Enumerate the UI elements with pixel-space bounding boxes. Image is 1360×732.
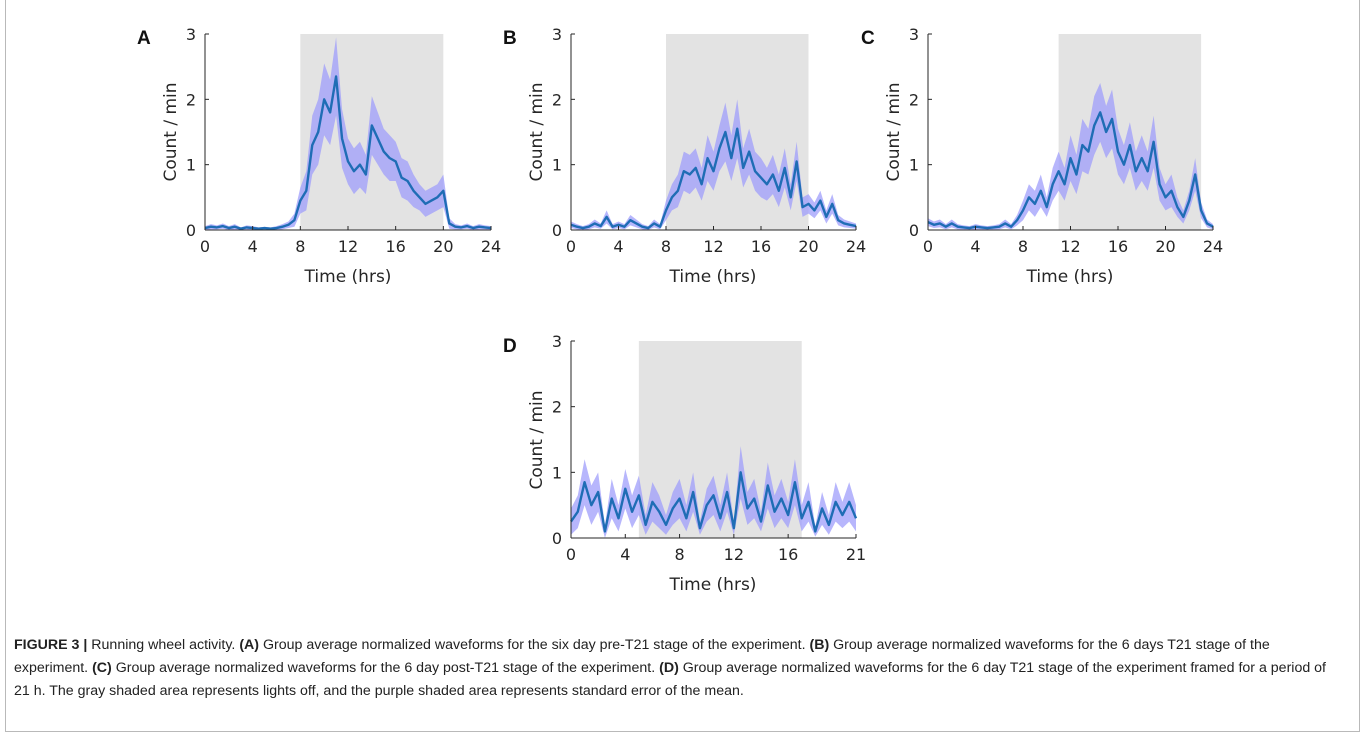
x-tick-label: 4 bbox=[248, 237, 258, 256]
x-tick-label: 20 bbox=[798, 237, 818, 256]
caption-text-a: Group average normalized waveforms for t… bbox=[262, 637, 806, 653]
x-tick-label: 4 bbox=[620, 545, 630, 564]
y-tick-label: 2 bbox=[552, 90, 562, 109]
y-tick-label: 1 bbox=[909, 156, 919, 175]
caption-title: Running wheel activity. bbox=[91, 637, 236, 653]
y-tick-label: 2 bbox=[909, 90, 919, 109]
x-tick-label: 0 bbox=[566, 237, 576, 256]
caption-ref-d: (D) bbox=[659, 660, 679, 676]
x-tick-label: 0 bbox=[566, 545, 576, 564]
y-tick-label: 1 bbox=[552, 463, 562, 482]
x-axis-label: Time (hrs) bbox=[1026, 267, 1114, 287]
caption-ref-c: (C) bbox=[92, 660, 112, 676]
x-tick-label: 16 bbox=[1108, 237, 1128, 256]
y-axis-label: Count / min bbox=[161, 82, 181, 181]
panel-label: D bbox=[503, 336, 517, 357]
figure-caption: FIGURE 3 | Running wheel activity. (A) G… bbox=[14, 634, 1344, 703]
x-tick-label: 8 bbox=[661, 237, 671, 256]
x-tick-label: 8 bbox=[295, 237, 305, 256]
x-tick-label: 21 bbox=[846, 545, 866, 564]
x-tick-label: 0 bbox=[200, 237, 210, 256]
caption-label: FIGURE 3 | bbox=[14, 637, 88, 653]
y-axis-label: Count / min bbox=[527, 82, 547, 181]
mean-line bbox=[570, 471, 858, 533]
panel-label: B bbox=[503, 28, 517, 49]
y-tick-label: 3 bbox=[186, 25, 196, 44]
y-tick-label: 0 bbox=[552, 529, 562, 548]
caption-text-c: Group average normalized waveforms for t… bbox=[115, 660, 656, 676]
caption-ref-a: (A) bbox=[239, 637, 260, 653]
y-tick-label: 1 bbox=[552, 156, 562, 175]
y-axis-label: Count / min bbox=[884, 82, 904, 181]
y-tick-label: 0 bbox=[186, 221, 196, 240]
x-tick-label: 20 bbox=[433, 237, 453, 256]
sem-band bbox=[928, 83, 1213, 230]
x-axis-label: Time (hrs) bbox=[669, 267, 757, 287]
y-tick-label: 0 bbox=[552, 221, 562, 240]
y-tick-label: 3 bbox=[552, 25, 562, 44]
x-tick-label: 16 bbox=[385, 237, 405, 256]
caption-text-b: Group average normalized waveforms for t… bbox=[14, 637, 1270, 676]
caption-ref-b: (B) bbox=[809, 637, 830, 653]
x-tick-label: 12 bbox=[724, 545, 744, 564]
y-tick-label: 2 bbox=[186, 90, 196, 109]
x-tick-label: 12 bbox=[1060, 237, 1080, 256]
x-tick-label: 8 bbox=[674, 545, 684, 564]
sem-band bbox=[571, 99, 856, 230]
y-tick-label: 3 bbox=[552, 332, 562, 351]
x-tick-label: 24 bbox=[1203, 237, 1223, 256]
mean-line bbox=[570, 127, 857, 230]
x-tick-label: 12 bbox=[338, 237, 358, 256]
y-axis-label: Count / min bbox=[527, 390, 547, 489]
x-tick-label: 24 bbox=[481, 237, 501, 256]
panel-label: C bbox=[861, 28, 875, 49]
x-tick-label: 16 bbox=[751, 237, 771, 256]
x-tick-label: 4 bbox=[970, 237, 980, 256]
x-tick-label: 0 bbox=[923, 237, 933, 256]
x-tick-label: 12 bbox=[703, 237, 723, 256]
x-tick-label: 16 bbox=[778, 545, 798, 564]
x-tick-label: 8 bbox=[1018, 237, 1028, 256]
x-axis-label: Time (hrs) bbox=[304, 267, 392, 287]
y-tick-label: 1 bbox=[186, 156, 196, 175]
y-tick-label: 0 bbox=[909, 221, 919, 240]
x-axis-label: Time (hrs) bbox=[669, 575, 757, 595]
y-tick-label: 3 bbox=[909, 25, 919, 44]
caption-text-d: Group average normalized waveforms for t… bbox=[14, 660, 1326, 699]
panel-label: A bbox=[137, 28, 151, 49]
x-tick-label: 4 bbox=[613, 237, 623, 256]
x-tick-label: 24 bbox=[846, 237, 866, 256]
x-tick-label: 20 bbox=[1155, 237, 1175, 256]
y-tick-label: 2 bbox=[552, 398, 562, 417]
